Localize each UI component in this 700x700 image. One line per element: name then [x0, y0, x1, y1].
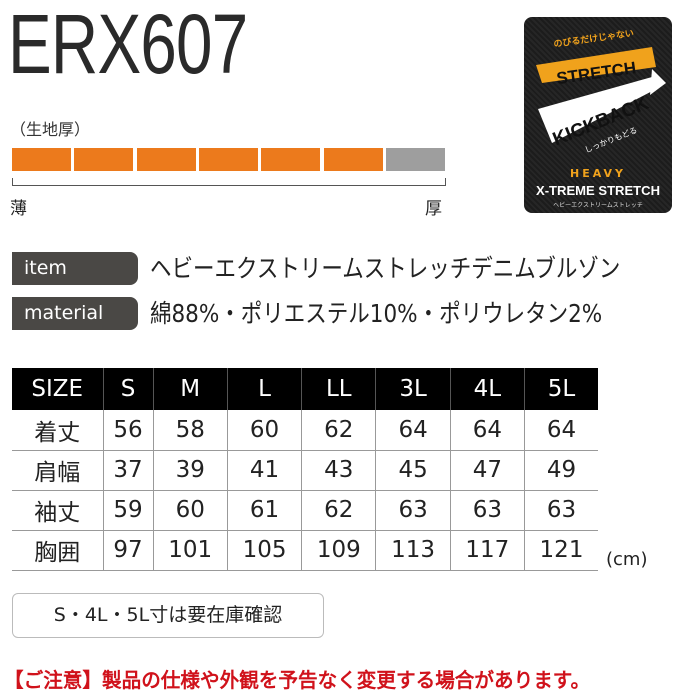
- measurement-value: 49: [524, 450, 598, 491]
- measurement-value: 39: [152, 450, 228, 491]
- thickness-segment-empty: [385, 148, 445, 171]
- measurement-value: 63: [449, 490, 525, 531]
- size-header-cell: SIZE: [12, 368, 103, 410]
- product-code-title: ERX607: [8, 0, 248, 91]
- size-header-cell: 3L: [375, 368, 451, 410]
- measurement-value: 64: [375, 410, 451, 451]
- measurement-value: 113: [375, 530, 451, 571]
- measurement-label: 肩幅: [12, 450, 103, 491]
- fabric-thickness-label: （生地厚）: [10, 120, 91, 139]
- caution-notice: 【ご注意】製品の仕様や外観を予告なく変更する場合があります。: [4, 668, 591, 692]
- measurement-value: 56: [102, 410, 154, 451]
- measurement-value: 105: [226, 530, 302, 571]
- measurement-label: 胸囲: [12, 530, 103, 571]
- measurement-value: 64: [449, 410, 525, 451]
- logo-top-text: のびるだけじゃない: [553, 27, 635, 50]
- thickness-segment-filled: [261, 148, 321, 171]
- measurement-value: 60: [152, 490, 228, 531]
- measurement-label: 袖丈: [12, 490, 103, 531]
- size-header-cell: L: [226, 368, 302, 410]
- measurement-value: 58: [152, 410, 228, 451]
- thickness-segment-filled: [74, 148, 134, 171]
- size-header-cell: S: [102, 368, 154, 410]
- measurement-value: 101: [152, 530, 228, 571]
- size-table-row: 肩幅 37 39 41 43 45 47 49: [12, 450, 598, 491]
- item-value: ヘビーエクストリームストレッチデニムブルゾン: [150, 254, 621, 283]
- material-tag: material: [12, 297, 138, 330]
- measurement-value: 62: [301, 490, 376, 531]
- logo-bottom-text: ヘビーエクストリームストレッチ: [553, 201, 643, 209]
- size-table-row: 胸囲 97 101 105 109 113 117 121: [12, 530, 598, 571]
- size-table-row: 袖丈 59 60 61 62 63 63 63: [12, 490, 598, 531]
- measurement-value: 47: [449, 450, 525, 491]
- thick-label: 厚: [425, 199, 442, 219]
- measurement-value: 63: [375, 490, 451, 531]
- measurement-value: 63: [524, 490, 598, 531]
- measurement-value: 64: [524, 410, 598, 451]
- unit-label: (cm): [606, 549, 648, 570]
- size-header-cell: 4L: [449, 368, 525, 410]
- measurement-value: 59: [102, 490, 154, 531]
- measurement-value: 109: [301, 530, 376, 571]
- measurement-label: 着丈: [12, 410, 103, 451]
- measurement-value: 62: [301, 410, 376, 451]
- material-value: 綿88%・ポリエステル10%・ポリウレタン2%: [150, 299, 603, 328]
- thin-label: 薄: [10, 199, 27, 219]
- size-table-row: 着丈 56 58 60 62 64 64 64: [12, 410, 598, 451]
- thickness-segment-filled: [12, 148, 71, 171]
- logo-heavy: HEAVY: [570, 167, 626, 180]
- logo-xtreme: X-TREME STRETCH: [536, 183, 660, 198]
- stretch-feature-logo: のびるだけじゃない STRETCH KICKBACK しっかりもどる HEAVY…: [524, 17, 672, 213]
- measurement-value: 45: [375, 450, 451, 491]
- thickness-scale-bracket: [12, 178, 446, 186]
- measurement-value: 61: [226, 490, 302, 531]
- stock-note-box: S・4L・5L寸は要在庫確認: [12, 593, 324, 638]
- size-header-row: SIZE S M L LL 3L 4L 5L: [12, 368, 598, 410]
- thickness-segment-filled: [198, 148, 258, 171]
- measurement-value: 37: [102, 450, 154, 491]
- size-table: SIZE S M L LL 3L 4L 5L 着丈 56 58 60 62 64 64 64 肩幅 37 39 41…: [12, 368, 598, 571]
- size-header-cell: LL: [301, 368, 376, 410]
- measurement-value: 117: [449, 530, 525, 571]
- measurement-value: 43: [301, 450, 376, 491]
- item-tag: item: [12, 252, 138, 285]
- measurement-value: 97: [102, 530, 154, 571]
- measurement-value: 121: [524, 530, 598, 571]
- size-header-cell: 5L: [524, 368, 598, 410]
- thickness-segment-filled: [323, 148, 383, 171]
- thickness-segment-filled: [136, 148, 196, 171]
- measurement-value: 60: [226, 410, 302, 451]
- measurement-value: 41: [226, 450, 302, 491]
- size-header-cell: M: [152, 368, 228, 410]
